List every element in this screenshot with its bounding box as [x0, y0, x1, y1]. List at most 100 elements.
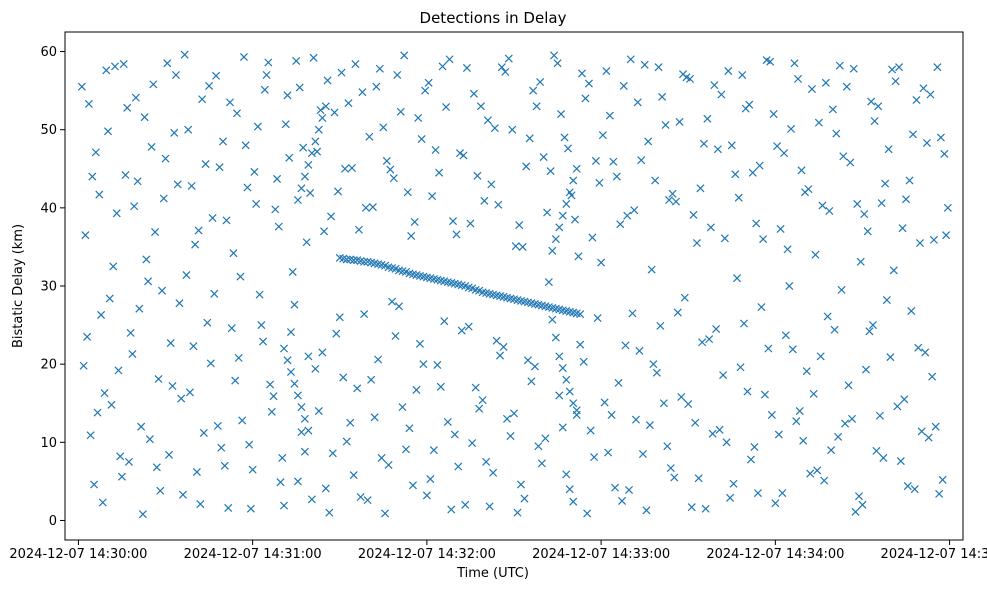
data-point	[238, 416, 247, 425]
data-point	[361, 203, 370, 212]
data-point	[217, 443, 226, 452]
data-point	[555, 223, 564, 232]
data-point	[509, 409, 519, 418]
data-point	[675, 117, 684, 126]
data-point	[656, 321, 665, 330]
data-point	[170, 128, 179, 137]
data-point	[330, 108, 339, 117]
data-point	[888, 65, 897, 74]
data-point	[563, 144, 573, 153]
data-point	[814, 118, 823, 127]
data-point	[98, 498, 107, 507]
data-point	[884, 145, 893, 154]
data-point	[938, 475, 947, 484]
data-point	[232, 109, 241, 118]
data-point	[110, 62, 120, 71]
data-point	[429, 446, 438, 455]
data-point	[344, 99, 353, 108]
data-point	[124, 457, 133, 466]
data-point	[365, 132, 374, 141]
data-point	[314, 407, 323, 416]
data-point	[447, 505, 456, 514]
data-point	[356, 492, 365, 502]
data-point	[299, 143, 308, 152]
y-tick-label: 60	[40, 45, 57, 60]
data-point	[321, 102, 330, 111]
data-point	[494, 200, 503, 209]
data-point	[717, 90, 726, 99]
data-point	[797, 166, 806, 175]
data-point	[187, 181, 196, 190]
data-point	[558, 211, 567, 220]
data-point	[109, 262, 118, 271]
data-point	[147, 142, 156, 151]
data-point	[328, 449, 337, 458]
data-point	[785, 281, 794, 291]
data-point	[806, 469, 815, 478]
data-point	[600, 398, 609, 407]
data-point	[607, 410, 616, 419]
data-point	[830, 325, 839, 334]
data-point	[501, 67, 510, 76]
data-point	[515, 221, 524, 230]
data-point	[358, 88, 367, 97]
data-point	[863, 227, 872, 236]
data-point	[208, 213, 217, 223]
data-point	[307, 495, 316, 504]
data-point	[262, 70, 271, 80]
data-point	[841, 419, 850, 428]
x-tick-label: 2024-12-07 14:35:00	[881, 547, 987, 562]
data-point	[902, 195, 911, 204]
data-point	[532, 102, 541, 111]
data-point	[201, 160, 210, 169]
data-point	[914, 343, 923, 352]
data-point	[300, 172, 309, 181]
data-point	[246, 504, 255, 513]
data-point	[881, 179, 890, 188]
data-point	[393, 70, 402, 80]
data-point	[419, 360, 428, 369]
data-point	[313, 147, 322, 156]
data-point	[921, 348, 930, 357]
data-point	[926, 90, 935, 99]
data-point	[424, 78, 433, 87]
data-point	[442, 103, 451, 112]
data-point	[471, 383, 480, 392]
data-point	[842, 82, 851, 91]
data-point	[342, 255, 351, 264]
data-point	[225, 98, 235, 107]
data-point	[661, 120, 670, 130]
data-point	[461, 500, 470, 509]
data-point	[825, 206, 834, 215]
data-point	[372, 82, 381, 91]
data-point	[551, 235, 560, 244]
data-point	[381, 509, 390, 518]
data-point	[910, 485, 919, 494]
data-point	[306, 188, 315, 198]
data-point	[659, 399, 668, 408]
data-point	[391, 331, 400, 341]
data-point	[198, 95, 207, 104]
x-tick-label: 2024-12-07 14:33:00	[532, 547, 670, 562]
data-point	[264, 58, 273, 67]
data-point	[757, 303, 766, 312]
data-point	[496, 351, 505, 360]
data-point	[349, 471, 358, 480]
data-point	[922, 138, 931, 148]
data-point	[206, 359, 215, 368]
data-point	[856, 257, 865, 266]
data-point	[497, 63, 506, 72]
data-point	[222, 216, 231, 225]
data-point	[800, 188, 810, 197]
data-point	[614, 378, 623, 387]
data-point	[274, 222, 283, 231]
data-point	[591, 156, 600, 165]
data-point	[698, 338, 707, 347]
data-point	[827, 446, 836, 455]
data-point	[691, 418, 700, 427]
data-point	[562, 199, 571, 208]
data-point	[562, 470, 571, 479]
data-point	[253, 122, 262, 131]
data-point	[623, 211, 632, 220]
data-point	[131, 93, 140, 102]
